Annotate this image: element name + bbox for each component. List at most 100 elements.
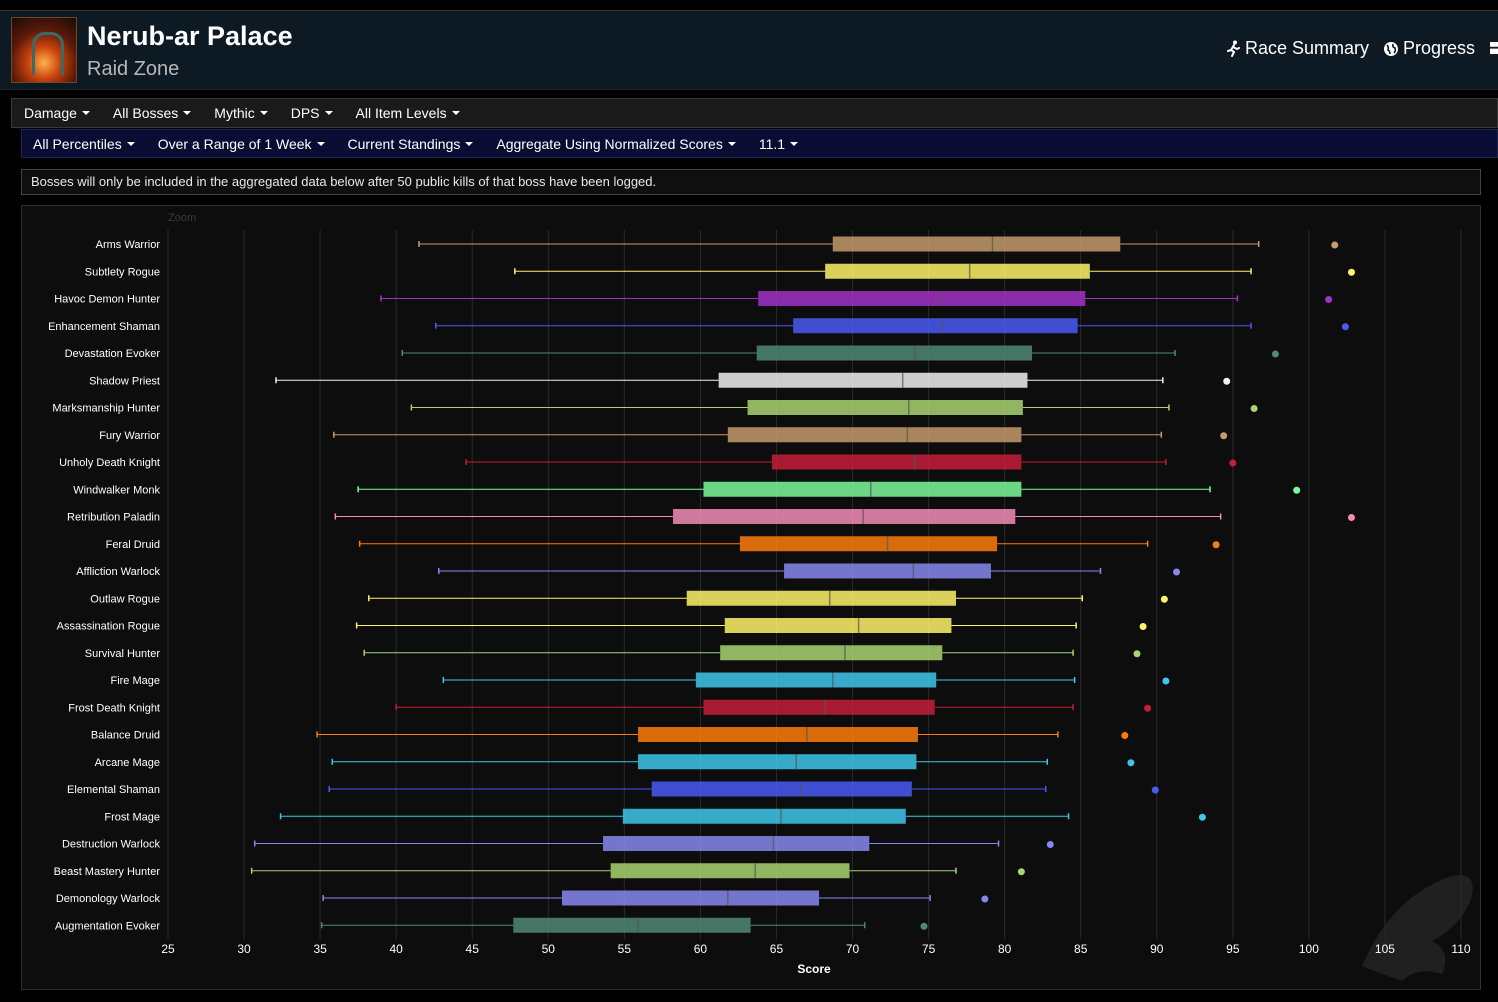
boss-dropdown-label: All Bosses (112, 105, 179, 121)
progress-label: Progress (1403, 38, 1476, 58)
boxplot-row[interactable] (442, 672, 1170, 688)
box-iqr (561, 890, 820, 906)
box-iqr (651, 781, 912, 797)
secondary-filter-bar: All Percentiles Over a Range of 1 Week C… (21, 129, 1498, 158)
box-iqr (638, 727, 918, 742)
x-tick-label: 30 (237, 942, 251, 956)
boxplot-row[interactable] (465, 454, 1237, 470)
boxplot-row[interactable] (395, 699, 1152, 715)
boss-dropdown[interactable]: All Bosses (112, 105, 192, 121)
outlier-point (1198, 813, 1206, 821)
class-spec-label: Devastation Evoker (65, 348, 161, 360)
box-iqr (793, 318, 1078, 334)
class-spec-label: Affliction Warlock (76, 566, 160, 578)
class-spec-label: Havoc Demon Hunter (54, 294, 160, 306)
item-level-dropdown[interactable]: All Item Levels (356, 105, 460, 121)
outlier-point (1271, 350, 1279, 358)
class-spec-label: Survival Hunter (85, 648, 161, 660)
boxplot-row[interactable] (514, 263, 1355, 279)
outlier-point (1173, 568, 1181, 576)
patch-dropdown[interactable]: 11.1 (758, 135, 799, 152)
box-iqr (603, 836, 870, 851)
x-tick-label: 60 (694, 942, 708, 956)
class-spec-label: Augmentation Evoker (55, 920, 161, 932)
class-spec-label: Subtlety Rogue (85, 266, 160, 278)
box-iqr (784, 563, 991, 579)
percentile-dropdown[interactable]: All Percentiles (33, 136, 135, 152)
x-tick-label: 35 (313, 942, 327, 956)
boxplot-row[interactable] (358, 536, 1220, 552)
boxplot-row[interactable] (279, 808, 1206, 824)
box-iqr (622, 808, 906, 824)
box-iqr (513, 917, 751, 933)
box-iqr (758, 291, 1086, 306)
boxplot-row[interactable] (320, 917, 928, 933)
outlier-point (1144, 704, 1152, 712)
zone-icon (11, 17, 77, 83)
boxplot-row[interactable] (355, 618, 1147, 633)
outlier-point (1162, 677, 1170, 685)
boxplot-row[interactable] (438, 563, 1181, 579)
progress-link[interactable]: Progress (1383, 38, 1475, 59)
outlier-point (981, 895, 989, 903)
boxplot-row[interactable] (331, 754, 1135, 770)
caret-down-icon (81, 111, 90, 115)
caret-down-icon (790, 141, 799, 146)
x-tick-label: 40 (389, 942, 403, 956)
class-spec-label: Assassination Rogue (57, 621, 160, 633)
item-level-dropdown-label: All Item Levels (355, 105, 447, 121)
box-iqr (771, 454, 1022, 470)
role-dropdown[interactable]: DPS (291, 105, 333, 121)
aggregate-dropdown[interactable]: Aggregate Using Normalized Scores (496, 136, 736, 152)
boxplot-row[interactable] (434, 318, 1349, 334)
standings-dropdown-label: Current Standings (347, 135, 461, 152)
class-spec-label: Marksmanship Hunter (52, 403, 160, 415)
box-iqr (610, 863, 850, 879)
boxplot-row[interactable] (368, 590, 1168, 606)
boxplot-row[interactable] (380, 291, 1333, 306)
boxplot-row[interactable] (275, 372, 1231, 388)
time-range-dropdown[interactable]: Over a Range of 1 Week (158, 136, 325, 152)
boxplot-row[interactable] (418, 236, 1339, 252)
boxplot-row[interactable] (322, 890, 989, 906)
zoom-button[interactable]: Zoom (168, 212, 196, 224)
boxplot-row[interactable] (328, 781, 1159, 797)
outlier-point (1127, 759, 1135, 767)
boxplot-row[interactable] (253, 836, 1054, 851)
boxplot-row[interactable] (250, 863, 1025, 879)
outlier-point (1220, 432, 1228, 440)
outlier-point (1325, 296, 1333, 303)
difficulty-dropdown-label: Mythic (214, 105, 255, 121)
boxplot-row[interactable] (357, 481, 1301, 497)
boxplot-row[interactable] (401, 345, 1279, 361)
outlier-point (1341, 323, 1349, 331)
role-dropdown-label: DPS (290, 105, 320, 121)
race-summary-label: Race Summary (1245, 38, 1370, 58)
boxplot-row[interactable] (363, 645, 1141, 661)
x-axis-title: Score (797, 962, 831, 976)
patch-dropdown-label: 11.1 (758, 135, 786, 152)
class-spec-label: Frost Mage (104, 811, 160, 823)
boxplot-row[interactable] (333, 427, 1228, 443)
x-tick-label: 45 (466, 942, 480, 956)
time-range-dropdown-label: Over a Range of 1 Week (157, 135, 312, 152)
box-iqr (638, 754, 917, 770)
grid-menu-icon[interactable] (1490, 42, 1498, 54)
x-tick-label: 25 (161, 942, 175, 956)
metric-dropdown[interactable]: Damage (24, 105, 90, 121)
standings-dropdown[interactable]: Current Standings (348, 136, 474, 152)
caret-down-icon (727, 141, 736, 146)
zone-title: Nerub-ar Palace (87, 21, 293, 51)
boxplot-row[interactable] (316, 727, 1129, 742)
notice-banner: Bosses will only be included in the aggr… (21, 169, 1481, 195)
class-spec-label: Shadow Priest (89, 375, 160, 387)
boxplot-row[interactable] (410, 400, 1258, 415)
difficulty-dropdown[interactable]: Mythic (214, 105, 268, 121)
zone-header: Nerub-ar Palace Raid Zone Race Summary P… (0, 10, 1498, 90)
race-summary-link[interactable]: Race Summary (1226, 38, 1369, 59)
box-iqr (703, 481, 1022, 497)
box-iqr (673, 509, 1016, 524)
wolf-watermark-icon (1362, 875, 1473, 981)
boxplot-row[interactable] (334, 509, 1355, 524)
box-iqr (832, 236, 1121, 252)
